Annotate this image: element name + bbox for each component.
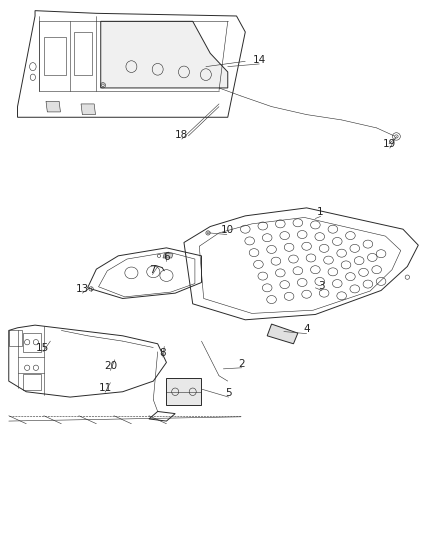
Text: 6: 6 <box>163 252 170 262</box>
Polygon shape <box>81 104 95 115</box>
Text: 13: 13 <box>76 284 89 294</box>
Text: 2: 2 <box>238 359 245 368</box>
Text: 1: 1 <box>317 207 324 217</box>
Text: 20: 20 <box>104 361 117 371</box>
Text: 10: 10 <box>220 225 233 235</box>
Text: 7: 7 <box>149 265 156 275</box>
Text: 11: 11 <box>99 383 112 393</box>
Polygon shape <box>101 21 228 88</box>
Polygon shape <box>166 378 201 405</box>
Text: 8: 8 <box>159 348 166 358</box>
Polygon shape <box>163 254 173 258</box>
Polygon shape <box>46 101 60 112</box>
Text: 5: 5 <box>225 388 232 398</box>
Text: 4: 4 <box>303 325 310 334</box>
Text: 14: 14 <box>253 55 266 64</box>
Text: 18: 18 <box>175 130 188 140</box>
Polygon shape <box>267 324 298 344</box>
Text: 15: 15 <box>36 343 49 352</box>
Text: 3: 3 <box>318 281 325 291</box>
Text: 19: 19 <box>383 139 396 149</box>
